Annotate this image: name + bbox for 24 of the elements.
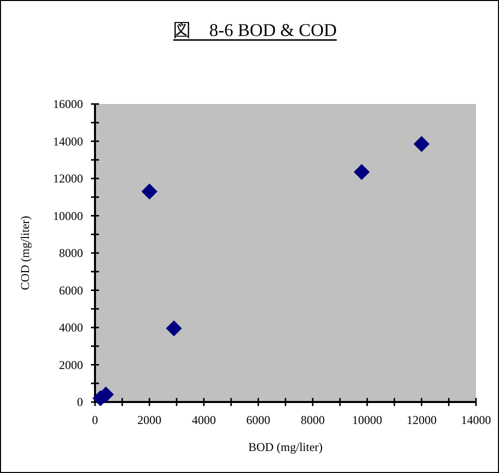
point: [354, 164, 370, 180]
x-tick-label: 0: [92, 413, 98, 427]
x-tick-label: 8000: [300, 413, 325, 427]
y-tick-label: 2000: [59, 358, 83, 372]
y-tick-label: 14000: [53, 134, 83, 148]
x-tick-label: 6000: [246, 413, 270, 427]
point: [414, 136, 430, 152]
y-tick-label: 10000: [53, 208, 83, 223]
y-tick-label: 0: [77, 395, 83, 409]
point: [141, 184, 158, 200]
y-tick-label: 4000: [59, 320, 83, 334]
x-tick-label: 10000: [352, 413, 382, 427]
y-axis-title: COD (mg/liter): [18, 216, 32, 290]
x-axis-title: BOD (mg/liter): [248, 440, 323, 454]
y-tick-label: 6000: [59, 283, 83, 298]
x-tick-label: 14000: [461, 413, 491, 427]
x-tick-label: 2000: [137, 413, 162, 427]
x-tick-label: 4000: [192, 413, 216, 427]
x-tick-label: 12000: [406, 413, 437, 427]
point: [166, 320, 182, 336]
y-tick-label: 8000: [59, 246, 83, 260]
y-tick-label: 12000: [53, 172, 83, 186]
chart-title: 図 8-6 BOD & COD: [173, 20, 337, 40]
y-tick-label: 16000: [53, 97, 83, 111]
